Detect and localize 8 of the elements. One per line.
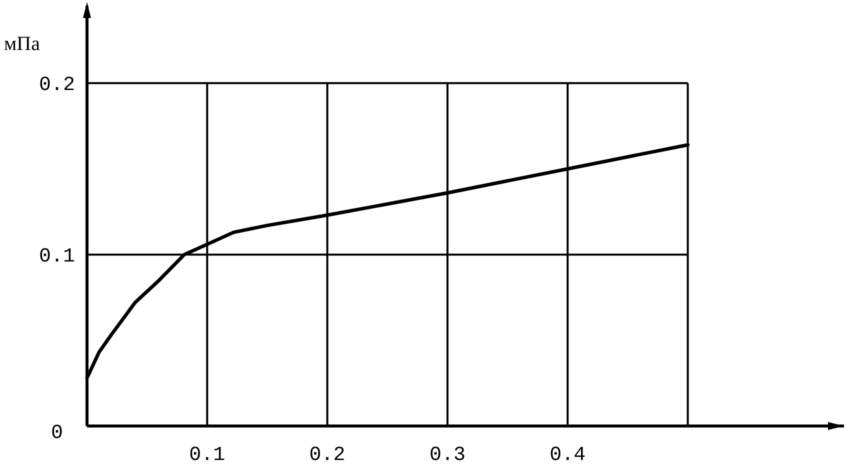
x-tick-label: 0.3 [429, 444, 466, 467]
y-axis-title: мПа [4, 33, 40, 55]
x-tick-label: 0.4 [550, 444, 586, 467]
x-tick-label: 0.1 [189, 444, 226, 467]
x-tick-label: 0.2 [309, 444, 346, 467]
y-tick-label: 0 [50, 422, 64, 445]
y-tick-label: 0.2 [38, 74, 76, 98]
y-tick-label: 0.1 [38, 246, 76, 269]
